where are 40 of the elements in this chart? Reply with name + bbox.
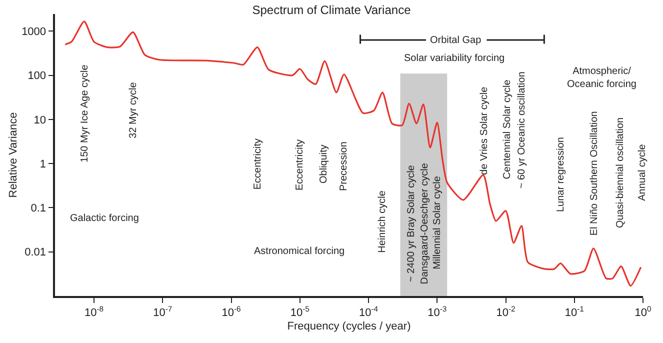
annotation: 150 Myr Ice Age cycle	[79, 64, 90, 162]
annotation: Precession	[338, 142, 350, 192]
annotation: Obliquity	[318, 144, 330, 184]
y-tick-label: 0.1	[30, 202, 46, 215]
annotation: 32 Myr cycle	[128, 82, 139, 138]
x-tick-label: 10$^{-5}$	[290, 304, 310, 319]
annotation: ~ 60 yr Oceanic oscillation	[516, 72, 528, 189]
annotation: Lunar regression	[555, 137, 566, 212]
x-tick-label: 10$^{0}$	[634, 304, 652, 319]
annotation: de Vries Solar cycle	[478, 86, 490, 175]
y-axis-title: Relative Variance	[8, 112, 20, 198]
annotation: Astronomical forcing	[254, 246, 345, 257]
x-tick-label: 10$^{-2}$	[496, 304, 516, 319]
y-tick-label: 100	[28, 70, 46, 82]
y-tick-label: 10	[34, 114, 46, 126]
x-tick-label: 10$^{-6}$	[222, 304, 241, 319]
x-tick-label: 10$^{-7}$	[153, 304, 172, 319]
y-tick-label: 0.01	[24, 246, 46, 259]
annotation: Centennial Solar cycle	[502, 79, 514, 180]
annotation: Orbital Gap	[430, 35, 482, 46]
annotation: Solar variability forcing	[404, 53, 505, 64]
x-axis-title: Frequency (cycles / year)	[287, 320, 411, 333]
annotation: Heinrich cycle	[377, 190, 388, 253]
annotation: Atmospheric/ Oceanic forcing	[567, 66, 636, 90]
annotation: Galactic forcing	[70, 213, 139, 224]
x-tick-label: 10$^{-8}$	[84, 304, 104, 319]
annotation: Millennial Solar cycle	[432, 176, 443, 270]
x-tick-label: 10$^{-3}$	[428, 304, 447, 319]
annotation: Quasi-biennial oscillation	[615, 117, 626, 228]
chart-title: Spectrum of Climate Variance	[252, 3, 412, 18]
annotation: Eccentricity	[294, 139, 306, 190]
annotation: ~ 2400 yr Bray Solar cycle	[406, 164, 417, 282]
y-tick-label: 1000	[22, 26, 46, 38]
x-tick-label: 10$^{-4}$	[358, 304, 379, 319]
annotation: Dansgaard-Oeschger cycle	[419, 162, 430, 284]
annotation: Eccentricity	[252, 138, 264, 190]
x-tick-label: 10$^{-1}$	[564, 304, 584, 319]
annotation: Annual cycle	[637, 144, 648, 201]
y-tick-label: 1	[40, 158, 46, 170]
annotation: El Niño Southern Oscillation	[588, 111, 600, 236]
